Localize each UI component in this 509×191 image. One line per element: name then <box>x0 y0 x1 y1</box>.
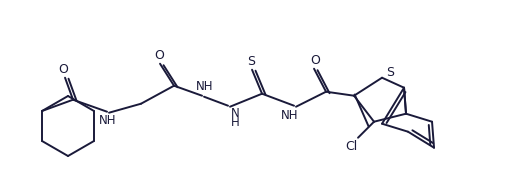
Text: NH: NH <box>99 114 117 127</box>
Text: S: S <box>385 66 393 79</box>
Text: O: O <box>309 54 319 67</box>
Text: O: O <box>58 63 68 76</box>
Text: O: O <box>154 49 164 62</box>
Text: S: S <box>246 55 254 68</box>
Text: NH: NH <box>281 109 298 122</box>
Text: Cl: Cl <box>344 140 356 153</box>
Text: NH: NH <box>196 80 213 93</box>
Text: H: H <box>230 116 239 129</box>
Text: N: N <box>230 107 239 120</box>
